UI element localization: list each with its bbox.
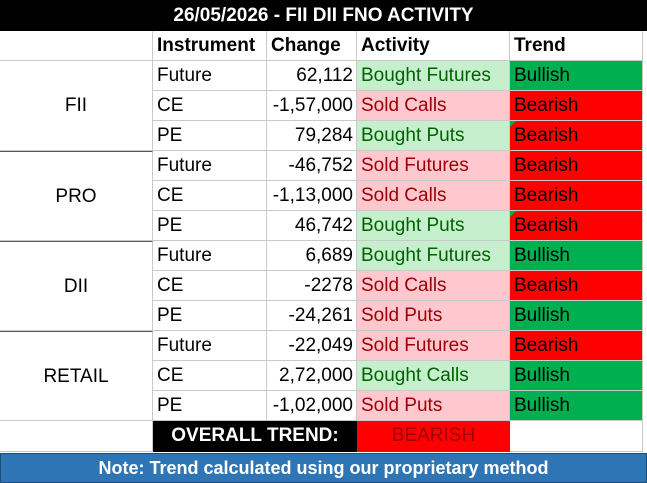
instrument-cell[interactable]: PE (153, 211, 267, 241)
group-label[interactable]: FII (0, 61, 153, 151)
activity-cell[interactable]: Sold Calls (357, 271, 510, 301)
cell-indicator-icon (510, 211, 516, 217)
change-cell[interactable]: -1,57,000 (267, 91, 357, 121)
instrument-cell[interactable]: PE (153, 391, 267, 421)
trend-cell[interactable]: Bearish (510, 121, 643, 151)
change-cell[interactable]: -1,13,000 (267, 181, 357, 211)
activity-cell[interactable]: Sold Futures (357, 331, 510, 361)
overall-trend-value[interactable]: BEARISH (357, 421, 510, 452)
trend-cell[interactable]: Bearish (510, 181, 643, 211)
sheet-title: 26/05/2026 - FII DII FNO ACTIVITY (0, 0, 647, 31)
activity-cell[interactable]: Bought Futures (357, 61, 510, 91)
header-change[interactable]: Change (267, 31, 357, 61)
instrument-cell[interactable]: Future (153, 331, 267, 361)
change-cell[interactable]: -24,261 (267, 301, 357, 331)
header-trend[interactable]: Trend (510, 31, 643, 61)
change-cell[interactable]: 62,112 (267, 61, 357, 91)
trend-cell[interactable]: Bullish (510, 301, 643, 331)
header-activity[interactable]: Activity (357, 31, 510, 61)
group-label[interactable]: PRO (0, 151, 153, 241)
change-cell[interactable]: 79,284 (267, 121, 357, 151)
activity-cell[interactable]: Bought Futures (357, 241, 510, 271)
activity-cell[interactable]: Sold Calls (357, 181, 510, 211)
instrument-cell[interactable]: CE (153, 271, 267, 301)
change-cell[interactable]: 46,742 (267, 211, 357, 241)
trend-cell[interactable]: Bearish (510, 271, 643, 301)
instrument-cell[interactable]: Future (153, 151, 267, 181)
activity-cell[interactable]: Sold Puts (357, 391, 510, 421)
change-cell[interactable]: -2278 (267, 271, 357, 301)
change-cell[interactable]: -46,752 (267, 151, 357, 181)
header-instrument[interactable]: Instrument (153, 31, 267, 61)
trend-cell[interactable]: Bullish (510, 391, 643, 421)
activity-cell[interactable]: Bought Puts (357, 211, 510, 241)
instrument-cell[interactable]: CE (153, 91, 267, 121)
instrument-cell[interactable]: PE (153, 121, 267, 151)
trend-cell[interactable]: Bearish (510, 331, 643, 361)
activity-cell[interactable]: Bought Calls (357, 361, 510, 391)
trend-cell[interactable]: Bullish (510, 361, 643, 391)
note-banner[interactable]: Note: Trend calculated using our proprie… (0, 453, 647, 483)
change-cell[interactable]: 2,72,000 (267, 361, 357, 391)
activity-cell[interactable]: Sold Puts (357, 301, 510, 331)
trend-cell[interactable]: Bearish (510, 151, 643, 181)
trend-cell[interactable]: Bullish (510, 61, 643, 91)
trend-cell[interactable]: Bearish (510, 211, 643, 241)
group-label[interactable]: RETAIL (0, 331, 153, 421)
instrument-cell[interactable]: CE (153, 361, 267, 391)
instrument-cell[interactable]: Future (153, 61, 267, 91)
activity-cell[interactable]: Sold Futures (357, 151, 510, 181)
header-blank-cell[interactable] (0, 31, 153, 61)
instrument-cell[interactable]: CE (153, 181, 267, 211)
instrument-cell[interactable]: PE (153, 301, 267, 331)
change-cell[interactable]: 6,689 (267, 241, 357, 271)
activity-cell[interactable]: Bought Puts (357, 121, 510, 151)
trend-cell[interactable]: Bearish (510, 91, 643, 121)
change-cell[interactable]: -1,02,000 (267, 391, 357, 421)
instrument-cell[interactable]: Future (153, 241, 267, 271)
activity-cell[interactable]: Sold Calls (357, 91, 510, 121)
cell-indicator-icon (510, 121, 516, 127)
overall-blank-cell[interactable] (0, 421, 153, 452)
overall-empty-cell[interactable] (510, 421, 643, 452)
change-cell[interactable]: -22,049 (267, 331, 357, 361)
group-label[interactable]: DII (0, 241, 153, 331)
overall-trend-label[interactable]: OVERALL TREND: (153, 421, 357, 452)
trend-cell[interactable]: Bullish (510, 241, 643, 271)
